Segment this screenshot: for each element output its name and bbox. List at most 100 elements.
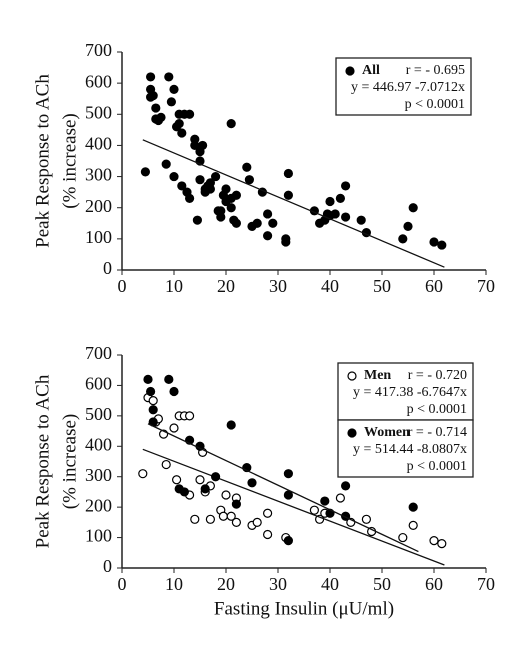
x-tick-label: 60	[425, 574, 443, 594]
data-point	[226, 420, 236, 430]
y-tick-label: 0	[103, 556, 112, 576]
data-point	[198, 140, 208, 151]
data-point	[177, 128, 187, 138]
x-tick-label: 20	[217, 276, 235, 296]
data-point	[325, 196, 335, 207]
legend-box	[337, 419, 474, 478]
data-point	[216, 212, 226, 222]
legend-stat: r = - 0.695	[406, 63, 465, 78]
data-point	[244, 175, 254, 185]
data-point	[408, 520, 418, 531]
data-point	[211, 171, 221, 182]
data-point	[437, 539, 447, 549]
data-point	[169, 423, 179, 433]
data-point	[156, 112, 166, 123]
x-tick-label: 30	[269, 574, 287, 594]
data-point	[166, 97, 176, 107]
x-tick-label: 40	[321, 574, 339, 594]
data-point	[398, 234, 408, 244]
data-point	[242, 162, 252, 172]
legend-stat: y = 417.38 -6.7647x	[353, 385, 467, 400]
legend-stat: r = - 0.720	[408, 368, 467, 383]
data-point	[335, 193, 345, 203]
legend-stat: y = 446.97 -7.0712x	[351, 80, 465, 95]
fit-line	[147, 423, 419, 553]
legend-marker	[347, 428, 357, 438]
data-point	[335, 493, 345, 503]
data-point	[190, 514, 200, 524]
data-point	[143, 374, 153, 384]
x-tick-label: 40	[321, 276, 339, 296]
data-point	[231, 218, 241, 228]
legend-box	[337, 362, 474, 421]
data-point	[226, 511, 236, 521]
data-point	[221, 490, 231, 500]
data-point	[356, 215, 366, 225]
data-point	[164, 72, 174, 82]
data-point	[330, 209, 340, 219]
data-point	[205, 178, 215, 188]
data-point	[195, 475, 205, 485]
legend-stat: r = - 0.714	[408, 425, 467, 440]
data-point	[309, 505, 319, 515]
data-point	[283, 190, 293, 200]
data-point	[281, 237, 291, 247]
legend-stat: p < 0.0001	[407, 402, 467, 417]
legend-label: Women	[364, 425, 410, 440]
data-point	[252, 218, 262, 228]
y-axis-label: Peak Response to ACh	[32, 374, 53, 548]
data-point	[403, 221, 413, 231]
data-point	[195, 175, 205, 185]
data-point	[247, 478, 257, 488]
legend-stat: p < 0.0001	[405, 97, 465, 112]
y-tick-label: 600	[85, 374, 112, 394]
x-tick-label: 70	[477, 574, 495, 594]
data-point	[169, 171, 179, 182]
y-tick-label: 200	[85, 196, 112, 216]
data-point	[263, 508, 273, 518]
x-tick-label: 70	[477, 276, 495, 296]
data-point	[172, 475, 182, 485]
x-tick-label: 50	[373, 276, 391, 296]
data-point	[138, 469, 148, 479]
x-tick-label: 30	[269, 276, 287, 296]
x-tick-label: 10	[165, 276, 183, 296]
y-tick-label: 400	[85, 434, 112, 454]
data-point	[226, 119, 236, 129]
x-tick-label: 0	[118, 276, 127, 296]
data-point	[200, 484, 210, 494]
data-point	[283, 490, 293, 500]
y-tick-label: 600	[85, 71, 112, 91]
data-point	[283, 168, 293, 179]
legend-label: Men	[364, 368, 391, 383]
data-point	[361, 514, 371, 524]
data-point	[164, 374, 174, 384]
data-point	[231, 190, 241, 200]
data-point	[146, 72, 156, 82]
data-point	[268, 218, 278, 228]
y-tick-label: 300	[85, 165, 112, 185]
data-point	[185, 193, 195, 203]
data-point	[252, 517, 262, 527]
y-tick-label: 200	[85, 495, 112, 515]
data-point	[169, 84, 179, 94]
data-point	[221, 184, 231, 194]
data-point	[148, 405, 158, 415]
data-point	[211, 472, 221, 482]
data-point	[192, 215, 202, 225]
data-point	[140, 167, 150, 177]
data-point	[185, 411, 195, 421]
data-point	[408, 203, 418, 213]
data-point	[179, 487, 189, 497]
y-tick-label: 300	[85, 465, 112, 485]
data-point	[437, 240, 447, 250]
legend-stat: p < 0.0001	[407, 459, 467, 474]
y-tick-label: 100	[85, 526, 112, 546]
data-point	[151, 103, 161, 113]
y-tick-label: 500	[85, 102, 112, 122]
y-tick-label: 500	[85, 404, 112, 424]
y-axis-label: (% increase)	[59, 414, 80, 509]
data-point	[263, 231, 273, 241]
data-point	[226, 203, 236, 213]
data-point	[341, 481, 351, 491]
